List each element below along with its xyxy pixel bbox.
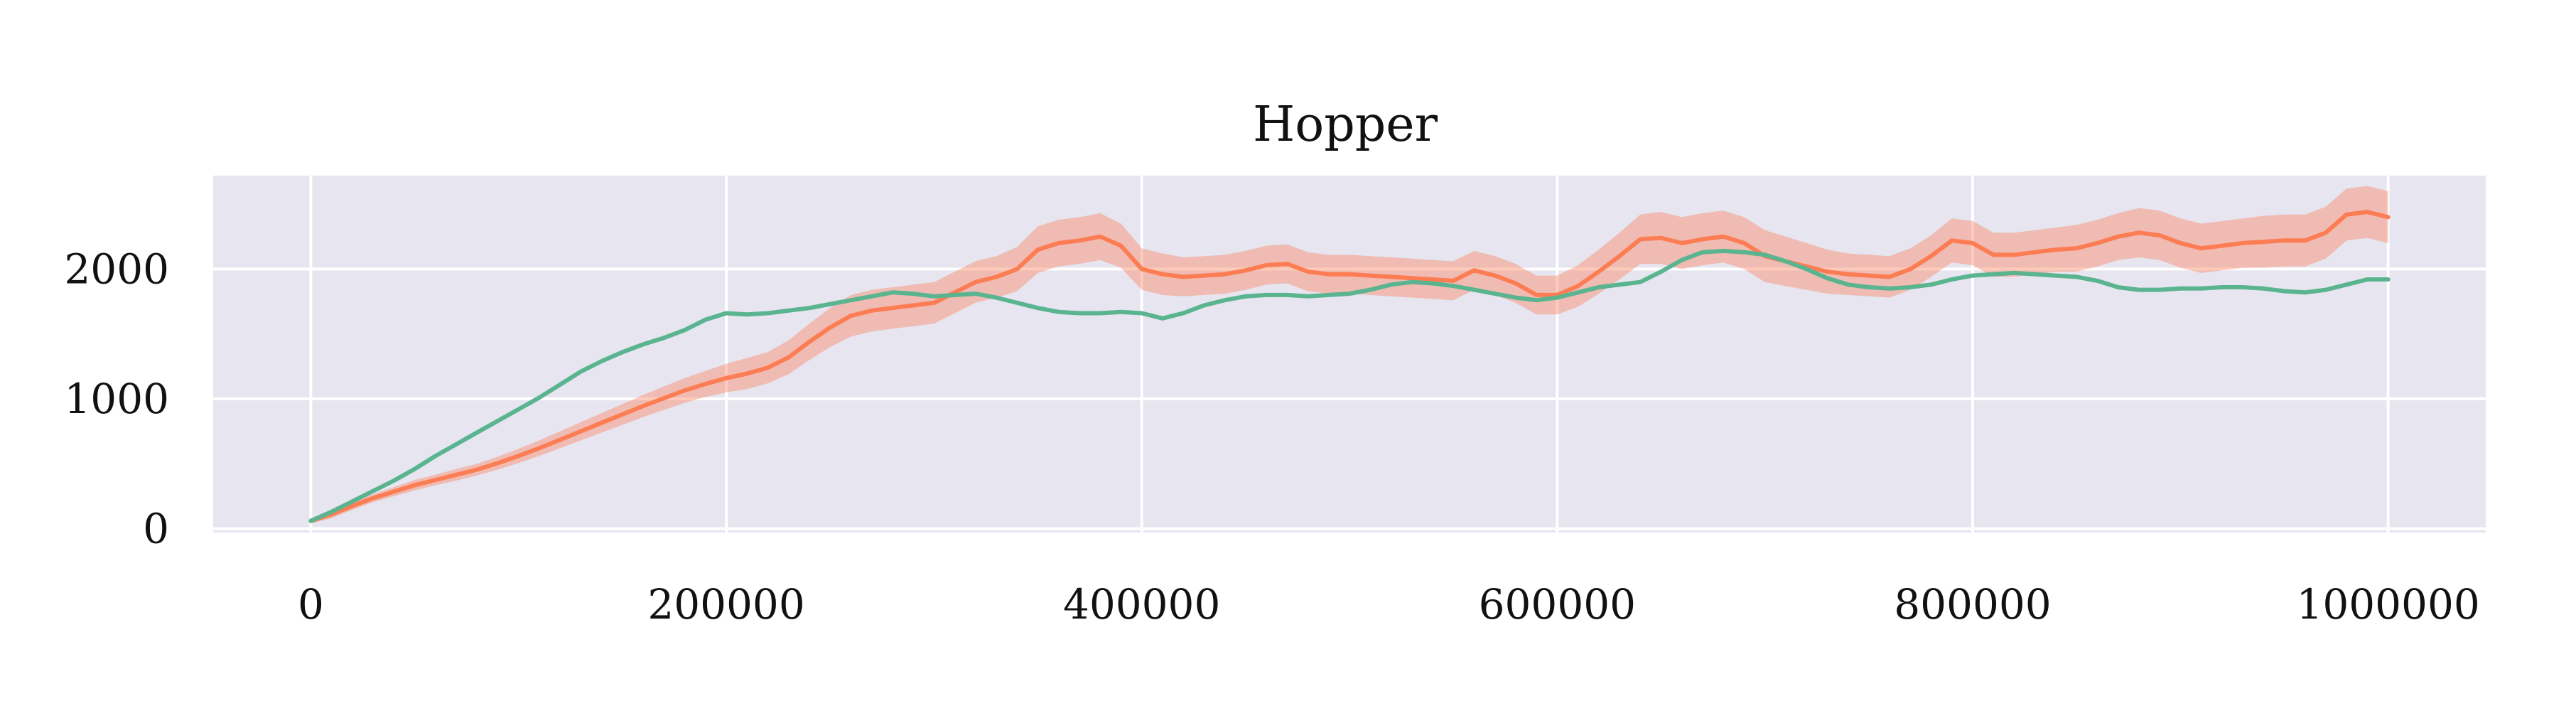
x-tick-label: 0 <box>298 580 324 629</box>
series <box>308 186 2391 524</box>
chart-title: Hopper <box>1253 97 1438 153</box>
series-1-band <box>311 186 2388 524</box>
grid <box>213 176 2486 533</box>
x-tick-label: 800000 <box>1894 580 2051 629</box>
x-tick-label: 1000000 <box>2296 580 2479 629</box>
y-tick-label: 2000 <box>64 245 169 293</box>
y-axis: 0 1000 2000 <box>64 245 169 552</box>
y-tick-label: 1000 <box>64 375 169 423</box>
x-tick-label: 600000 <box>1479 580 1636 629</box>
y-tick-label: 0 <box>143 505 169 553</box>
x-axis: 0 200000 400000 600000 800000 1000000 <box>298 580 2480 629</box>
x-tick-label: 400000 <box>1063 580 1220 629</box>
series-1-line <box>308 210 2391 523</box>
plot-background <box>213 176 2486 533</box>
series-2-line <box>308 248 2391 523</box>
x-tick-label: 200000 <box>647 580 804 629</box>
